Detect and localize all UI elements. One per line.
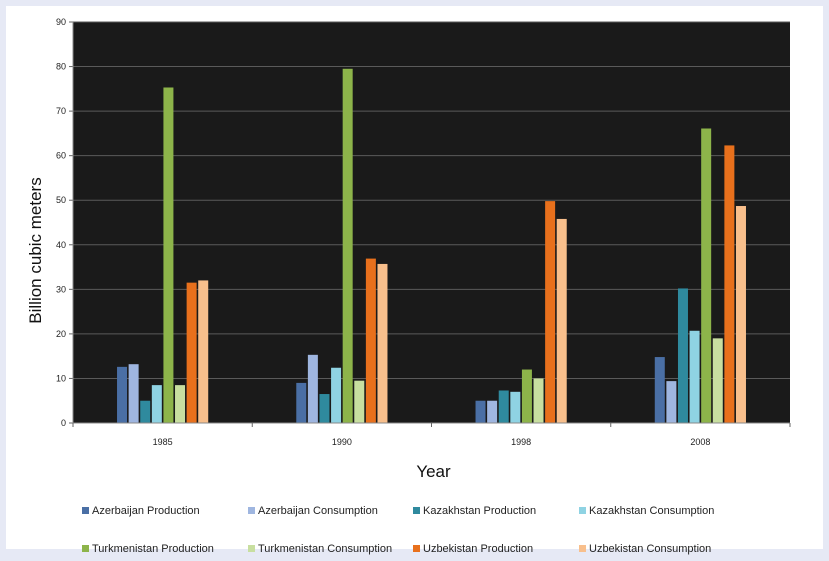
legend-swatch xyxy=(248,545,255,552)
bar-uzbekistan-consumption-1998 xyxy=(556,218,567,423)
legend-label: Kazakhstan Consumption xyxy=(589,505,714,517)
x-axis-title: Year xyxy=(416,462,451,481)
legend-label: Turkmenistan Consumption xyxy=(258,543,392,555)
y-tick-label: 70 xyxy=(56,106,66,116)
bar-turkmenistan-production-1990 xyxy=(342,68,353,424)
x-tick-label: 1985 xyxy=(153,437,173,447)
bar-azerbaijan-consumption-2008 xyxy=(666,381,677,423)
y-axis-title: Billion cubic meters xyxy=(26,177,45,323)
bar-turkmenistan-consumption-1998 xyxy=(533,378,544,423)
bar-turkmenistan-production-1998 xyxy=(521,369,532,423)
y-tick-label: 20 xyxy=(56,329,66,339)
bars xyxy=(117,68,746,424)
y-tick-label: 80 xyxy=(56,62,66,72)
bar-turkmenistan-consumption-1985 xyxy=(175,385,186,423)
bar-kazakhstan-consumption-2008 xyxy=(689,330,700,423)
bar-uzbekistan-production-1985 xyxy=(186,282,197,423)
bar-azerbaijan-production-1990 xyxy=(296,382,307,423)
legend-label: Azerbaijan Production xyxy=(92,505,200,517)
bar-turkmenistan-production-1985 xyxy=(163,87,174,423)
bar-kazakhstan-consumption-1998 xyxy=(510,391,521,423)
bar-azerbaijan-consumption-1990 xyxy=(307,354,318,423)
y-tick-label: 50 xyxy=(56,195,66,205)
bar-turkmenistan-production-2008 xyxy=(701,128,712,423)
legend-swatch xyxy=(579,545,586,552)
bar-azerbaijan-consumption-1985 xyxy=(128,364,139,423)
bar-azerbaijan-production-1998 xyxy=(475,400,486,423)
legend-label: Uzbekistan Production xyxy=(423,543,533,555)
y-tick-label: 90 xyxy=(56,17,66,27)
bar-turkmenistan-consumption-1990 xyxy=(354,380,365,423)
bar-azerbaijan-production-2008 xyxy=(654,357,665,423)
bar-kazakhstan-production-1985 xyxy=(140,400,151,423)
y-tick-label: 10 xyxy=(56,373,66,383)
bar-kazakhstan-production-1990 xyxy=(319,394,330,423)
bar-kazakhstan-production-2008 xyxy=(677,288,688,423)
x-tick-label: 1998 xyxy=(511,437,531,447)
y-tick-label: 40 xyxy=(56,240,66,250)
legend-label: Azerbaijan Consumption xyxy=(258,505,378,517)
bar-kazakhstan-consumption-1990 xyxy=(331,367,342,423)
legend-label: Kazakhstan Production xyxy=(423,505,536,517)
bar-uzbekistan-production-2008 xyxy=(724,145,735,423)
y-tick-label: 60 xyxy=(56,151,66,161)
legend-label: Turkmenistan Production xyxy=(92,543,214,555)
legend-swatch xyxy=(579,507,586,514)
x-axis-ticks: 1985 1990 1998 2008 xyxy=(72,423,791,447)
legend-swatch xyxy=(413,545,420,552)
bar-uzbekistan-production-1998 xyxy=(545,201,556,423)
bar-azerbaijan-production-1985 xyxy=(117,366,128,423)
bar-chart: 0 10 20 30 40 50 60 70 80 90 1985 1990 1998 2008 Bil… xyxy=(26,17,791,555)
y-tick-label: 30 xyxy=(56,284,66,294)
bar-kazakhstan-consumption-1985 xyxy=(151,385,162,423)
y-tick-label: 0 xyxy=(61,418,66,428)
bar-turkmenistan-consumption-2008 xyxy=(712,338,723,423)
legend-swatch xyxy=(82,507,89,514)
legend-label: Uzbekistan Consumption xyxy=(589,543,711,555)
bar-kazakhstan-production-1998 xyxy=(498,390,509,423)
x-tick-label: 2008 xyxy=(690,437,710,447)
legend-swatch xyxy=(413,507,420,514)
legend-swatch xyxy=(82,545,89,552)
bar-azerbaijan-consumption-1998 xyxy=(487,400,498,423)
x-tick-label: 1990 xyxy=(332,437,352,447)
legend-swatch xyxy=(248,507,255,514)
legend: Azerbaijan Production Azerbaijan Consumpt… xyxy=(82,505,714,555)
bar-uzbekistan-consumption-2008 xyxy=(735,206,746,423)
bar-uzbekistan-production-1990 xyxy=(365,258,376,423)
bar-uzbekistan-consumption-1990 xyxy=(377,263,388,423)
bar-uzbekistan-consumption-1985 xyxy=(198,280,209,423)
